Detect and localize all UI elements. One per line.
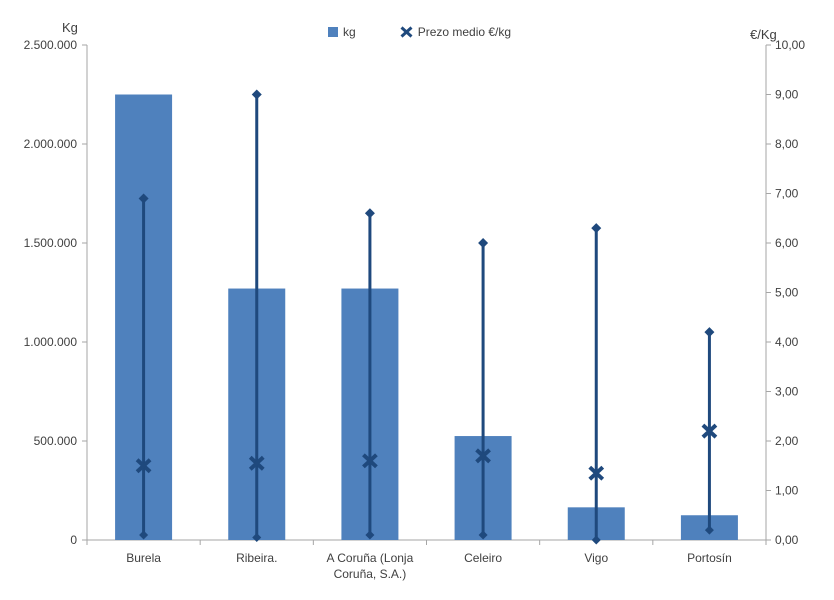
price-min-marker-3 [478, 530, 488, 540]
x-marker-icon [400, 26, 413, 38]
price-min-marker-4 [591, 535, 601, 545]
left-axis-tick-label: 0 [70, 533, 77, 547]
x-axis-category-label: A Coruña (Lonja [327, 551, 414, 565]
price-min-marker-0 [139, 530, 149, 540]
price-max-marker-3 [478, 238, 489, 248]
price-max-marker-1 [251, 89, 262, 100]
avg-price-marker-3 [475, 448, 491, 464]
right-axis-tick-label: 7,00 [775, 187, 799, 201]
right-axis-tick-label: 1,00 [775, 484, 799, 498]
legend: kg Prezo medio €/kg [328, 25, 511, 39]
avg-price-marker-4 [588, 465, 605, 481]
avg-price-marker-2 [362, 453, 378, 469]
x-axis-category-label: Coruña, S.A.) [334, 567, 407, 581]
price-max-marker-4 [591, 223, 602, 234]
x-axis-category-label: Ribeira. [236, 551, 277, 565]
price-min-marker-1 [252, 533, 262, 543]
x-axis-category-label: Portosín [687, 551, 732, 565]
right-axis-tick-label: 8,00 [775, 137, 799, 151]
right-axis-tick-label: 0,00 [775, 533, 799, 547]
left-axis-tick-label: 1.500.000 [24, 236, 78, 250]
legend-item-prezo-medio: Prezo medio €/kg [400, 25, 511, 39]
left-axis-tick-label: 2.000.000 [24, 137, 78, 151]
right-axis-tick-label: 3,00 [775, 385, 799, 399]
price-min-marker-5 [704, 525, 714, 535]
legend-label-kg: kg [343, 25, 356, 39]
right-axis-tick-label: 9,00 [775, 88, 799, 102]
left-axis-tick-label: 1.000.000 [24, 335, 78, 349]
right-axis-tick-label: 4,00 [775, 335, 799, 349]
left-axis-title: Kg [62, 20, 78, 35]
price-max-marker-2 [364, 208, 375, 219]
legend-label-prezo-medio: Prezo medio €/kg [417, 25, 512, 39]
left-axis-tick-label: 2.500.000 [24, 38, 78, 52]
price-max-marker-5 [704, 327, 715, 338]
avg-price-marker-1 [248, 455, 265, 471]
bar-series-swatch-icon [328, 27, 338, 37]
x-axis-category-label: Celeiro [464, 551, 502, 565]
avg-price-marker-5 [701, 423, 718, 439]
x-axis-category-label: Burela [126, 551, 161, 565]
right-axis-tick-label: 2,00 [775, 434, 799, 448]
right-axis-tick-label: 10,00 [775, 38, 805, 52]
right-axis-tick-label: 6,00 [775, 236, 799, 250]
legend-item-kg: kg [328, 25, 356, 39]
price-max-marker-0 [138, 193, 149, 204]
price-min-marker-2 [365, 530, 375, 540]
x-axis-category-label: Vigo [584, 551, 608, 565]
avg-price-marker-0 [135, 458, 152, 474]
left-axis-tick-label: 500.000 [34, 434, 78, 448]
right-axis-tick-label: 5,00 [775, 286, 799, 300]
right-axis-title: €/Kg [750, 27, 777, 42]
